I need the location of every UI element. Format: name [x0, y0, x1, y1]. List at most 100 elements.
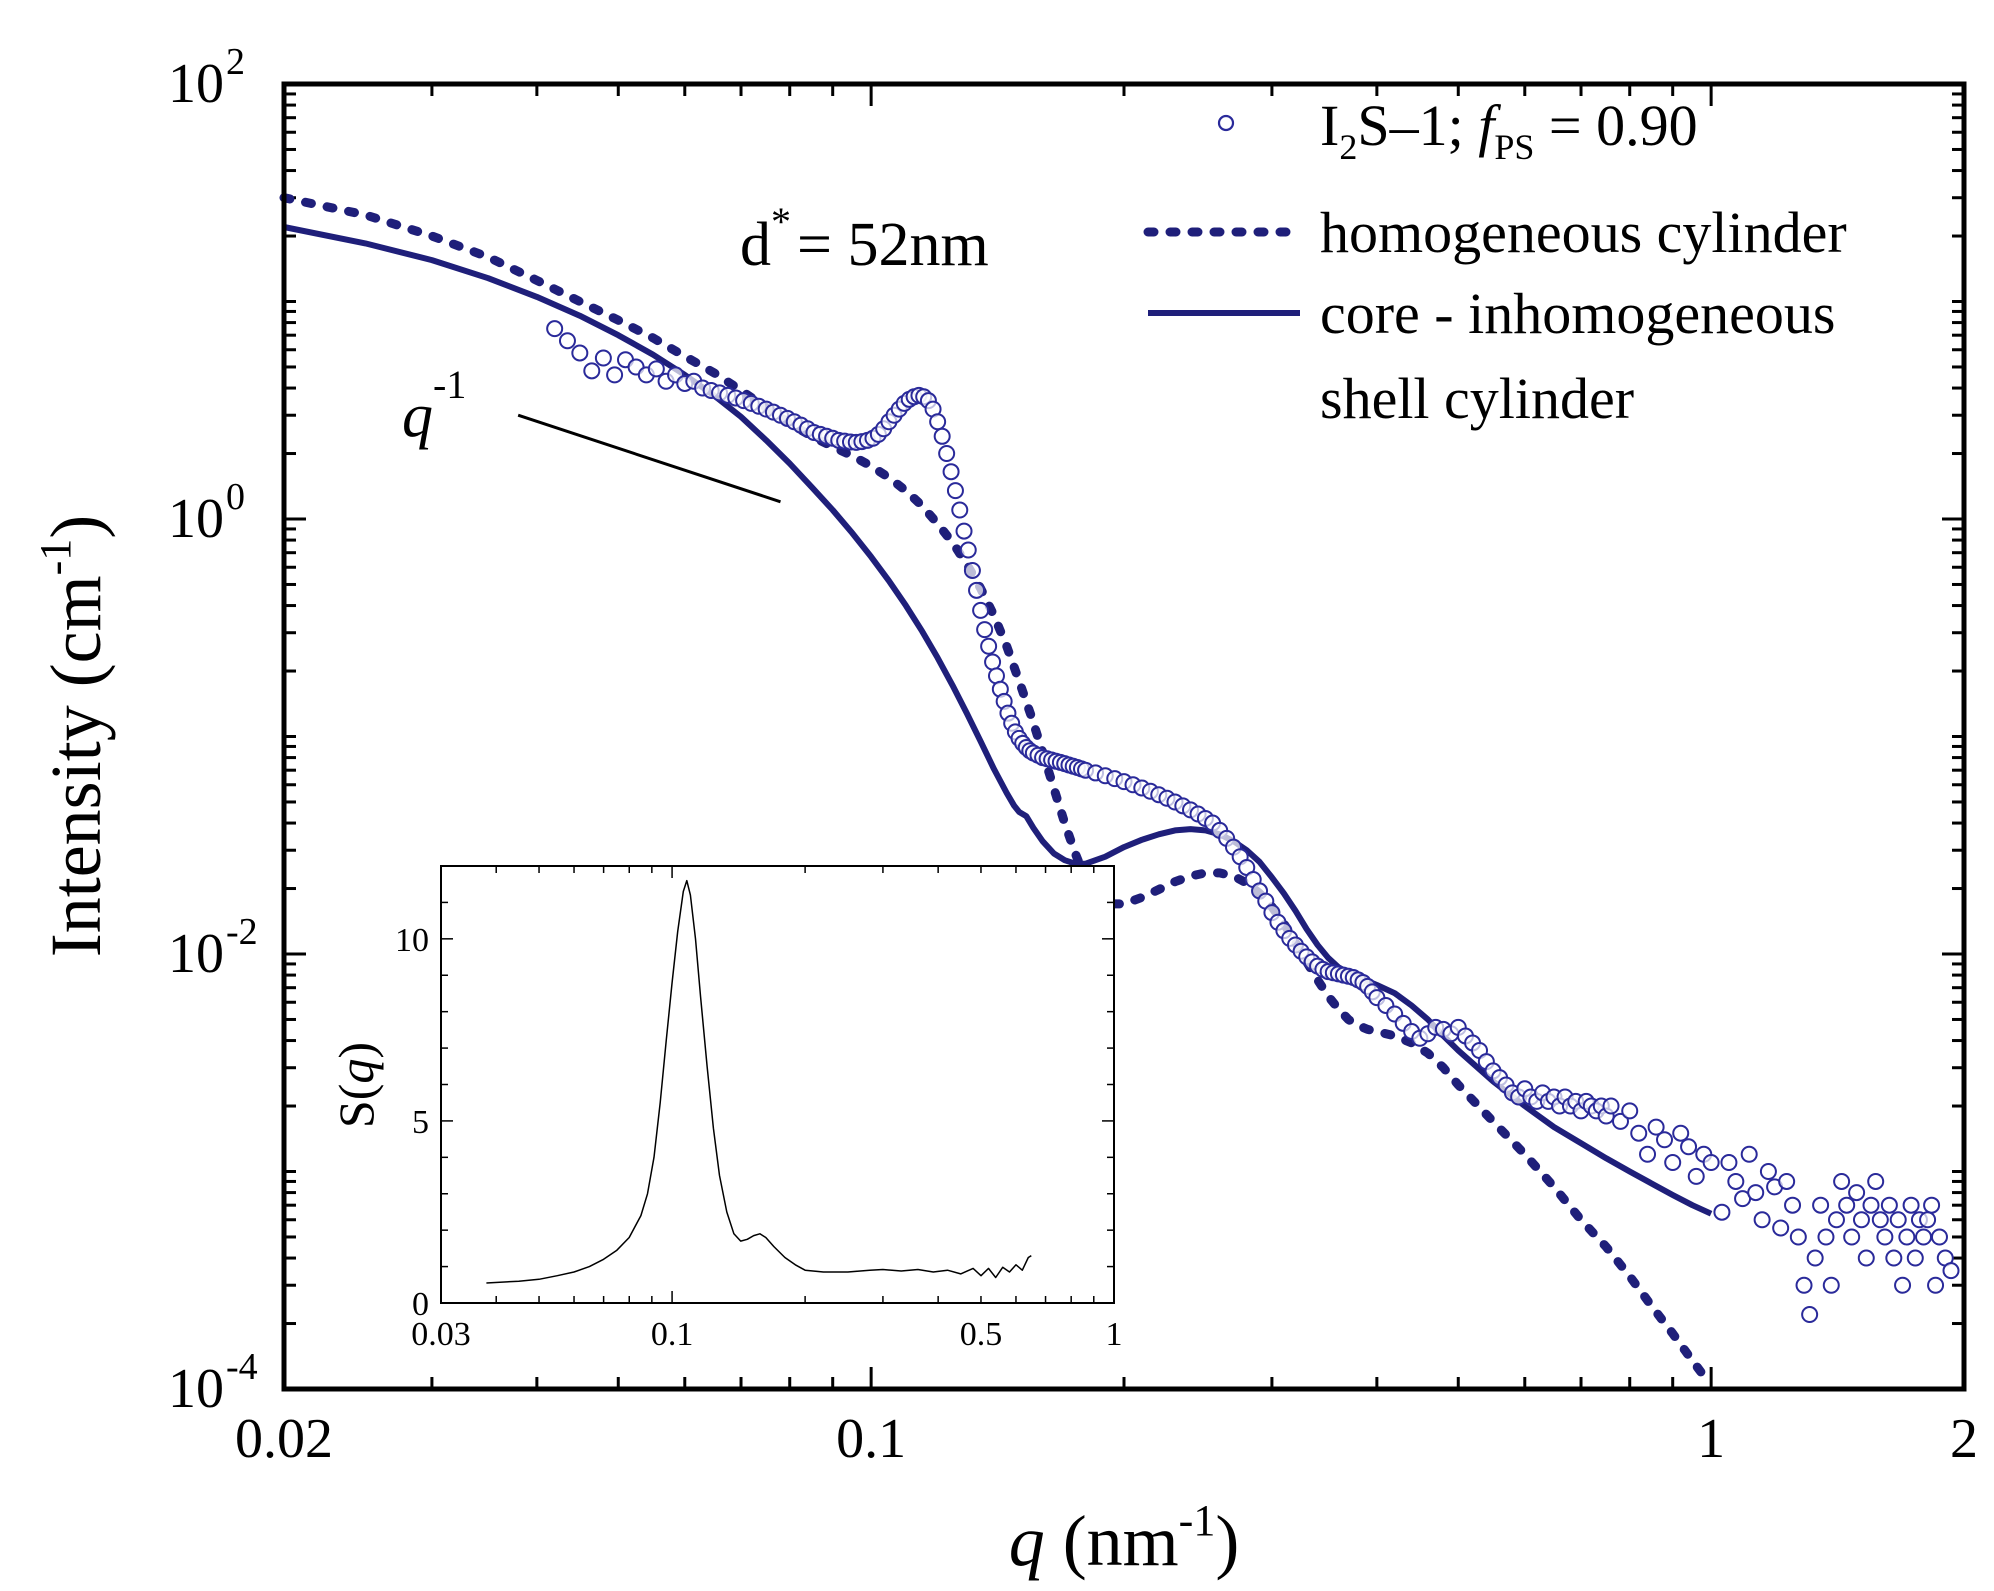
- legend-label-dotted: homogeneous cylinder: [1320, 200, 1847, 265]
- data-point: [1611, 1112, 1629, 1130]
- data-point: [1902, 1196, 1920, 1214]
- data-point: [606, 366, 624, 384]
- y-tick-label: 10: [168, 1358, 224, 1420]
- data-point: [1876, 1228, 1894, 1246]
- data-point: [1639, 1145, 1657, 1163]
- data-point: [1812, 1196, 1830, 1214]
- data-point: [1772, 1219, 1790, 1237]
- data-point: [946, 482, 964, 500]
- data-point: [938, 445, 956, 463]
- slope-guide-line: [517, 413, 781, 504]
- data-point: [963, 561, 981, 579]
- data-point: [1778, 1172, 1796, 1190]
- legend-label-solid-2: shell cylinder: [1320, 366, 1634, 431]
- data-point: [1806, 1249, 1824, 1267]
- data-point: [1857, 1249, 1875, 1267]
- data-point: [959, 541, 977, 559]
- data-point: [571, 344, 589, 362]
- x-axis-title-unit: (nm: [1045, 1501, 1179, 1581]
- inset-x-tick-label: 1: [1106, 1316, 1123, 1353]
- legend: I2S–1; fPS = 0.90 homogeneous cylinder c…: [1143, 93, 1847, 431]
- x-tick-label: 2: [1950, 1408, 1978, 1470]
- data-point: [972, 601, 990, 619]
- data-point: [942, 463, 960, 481]
- y-tick-label-exp: -4: [226, 1346, 258, 1388]
- data-point: [1906, 1249, 1924, 1267]
- data-point: [1720, 1153, 1738, 1171]
- data-point: [1680, 1138, 1698, 1156]
- inset-y-tick-label: 0: [412, 1286, 429, 1323]
- y-axis-title-exp: -1: [31, 539, 80, 576]
- inset-x-tick-label: 0.5: [960, 1316, 1003, 1353]
- data-point: [1647, 1118, 1665, 1136]
- inset-plot-area: [486, 879, 1032, 1284]
- data-point: [1848, 1184, 1866, 1202]
- inset-background: [390, 866, 1114, 1306]
- main-plot-area: [279, 193, 1960, 1381]
- y-tick-label: 10: [168, 53, 224, 115]
- data-point: [1822, 1276, 1840, 1294]
- data-point: [1784, 1196, 1802, 1214]
- data-point: [1702, 1153, 1720, 1171]
- y-tick-label-exp: -2: [226, 911, 258, 953]
- x-tick-label: 1: [1697, 1408, 1725, 1470]
- data-point: [1630, 1124, 1648, 1142]
- data-point: [1843, 1228, 1861, 1246]
- x-axis-title-var: q: [1009, 1501, 1045, 1581]
- data-point: [1789, 1228, 1807, 1246]
- inset-y-title-post: ): [328, 1042, 384, 1059]
- inset-y-axis-title: S(q): [328, 1042, 384, 1128]
- y-axis-title-close: ): [36, 515, 116, 539]
- slope-annotation: q-1: [402, 362, 466, 450]
- data-point: [1927, 1276, 1945, 1294]
- data-point: [980, 637, 998, 655]
- data-point: [1833, 1172, 1851, 1190]
- data-point: [1817, 1228, 1835, 1246]
- data-point: [955, 522, 973, 540]
- inset-y-title-var: q: [328, 1059, 384, 1084]
- data-point: [1801, 1306, 1819, 1324]
- x-tick-label: 0.1: [836, 1408, 906, 1470]
- data-point: [1894, 1276, 1912, 1294]
- data-point: [647, 360, 665, 378]
- dstar-d: d: [740, 211, 771, 279]
- inset-x-tick-label: 0.1: [651, 1316, 694, 1353]
- data-point: [1621, 1102, 1639, 1120]
- inset-y-tick-label: 10: [395, 922, 429, 959]
- data-point: [968, 581, 986, 599]
- data-point: [1727, 1172, 1745, 1190]
- data-point: [1923, 1196, 1941, 1214]
- data-point: [1930, 1228, 1948, 1246]
- legend-marker-circle: [1217, 114, 1235, 132]
- data-point: [1759, 1163, 1777, 1180]
- x-axis-title-exp: -1: [1179, 1496, 1216, 1545]
- inset-series-sq: [486, 879, 1032, 1284]
- legend-label-data: I2S–1; fPS = 0.90: [1320, 93, 1698, 167]
- data-point: [1753, 1211, 1771, 1229]
- data-point: [1898, 1228, 1916, 1246]
- data-point: [546, 320, 564, 338]
- slope-exp: -1: [433, 362, 466, 407]
- legend-label-value: = 0.90: [1534, 93, 1697, 158]
- y-tick-label-exp: 2: [226, 41, 245, 83]
- legend-label-sub2: PS: [1494, 127, 1534, 167]
- data-point: [984, 653, 1002, 671]
- data-point: [1687, 1167, 1705, 1185]
- data-point: [1852, 1211, 1870, 1229]
- legend-label-S: S–1;: [1357, 93, 1478, 158]
- data-point: [594, 349, 612, 367]
- data-point: [1827, 1211, 1845, 1229]
- data-point: [1740, 1145, 1758, 1163]
- inset-y-title-pre: S(: [328, 1084, 384, 1128]
- dstar-value: = 52nm: [797, 211, 989, 279]
- dstar-sup: *: [771, 199, 791, 244]
- y-tick-label: 10: [168, 488, 224, 550]
- y-tick-label-exp: 0: [226, 476, 245, 518]
- data-point: [1885, 1249, 1903, 1267]
- x-tick-label: 0.02: [235, 1408, 333, 1470]
- inset-plot-frame: [440, 865, 1115, 1304]
